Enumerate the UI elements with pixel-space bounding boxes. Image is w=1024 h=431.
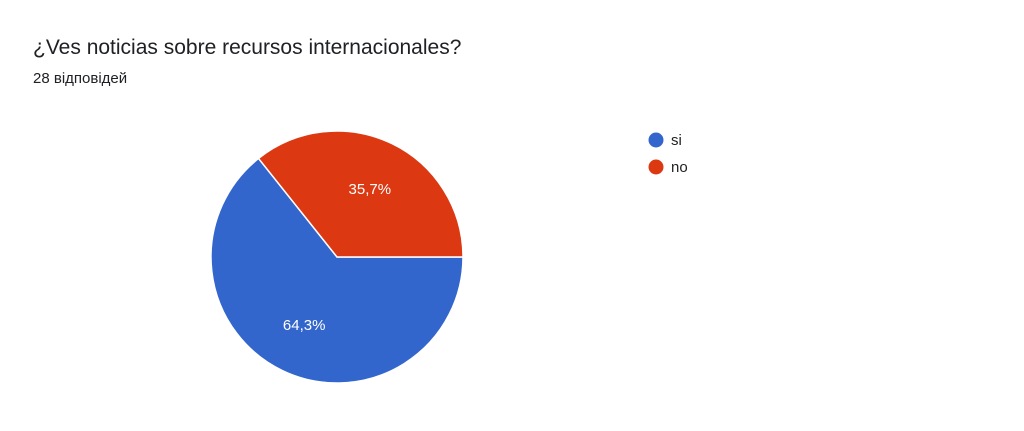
slice-label: 35,7%: [349, 181, 392, 198]
pie-slice-no[interactable]: [257, 130, 464, 258]
chart-title: ¿Ves noticias sobre recursos internacion…: [33, 36, 462, 59]
legend-marker: [648, 132, 664, 148]
legend-item: no: [671, 159, 688, 176]
response-count: 28 відповідей: [33, 70, 128, 87]
pie-slice-si[interactable]: [210, 157, 464, 384]
legend-marker: [648, 159, 664, 175]
legend-item: si: [671, 132, 682, 149]
slice-label: 64,3%: [283, 317, 326, 334]
